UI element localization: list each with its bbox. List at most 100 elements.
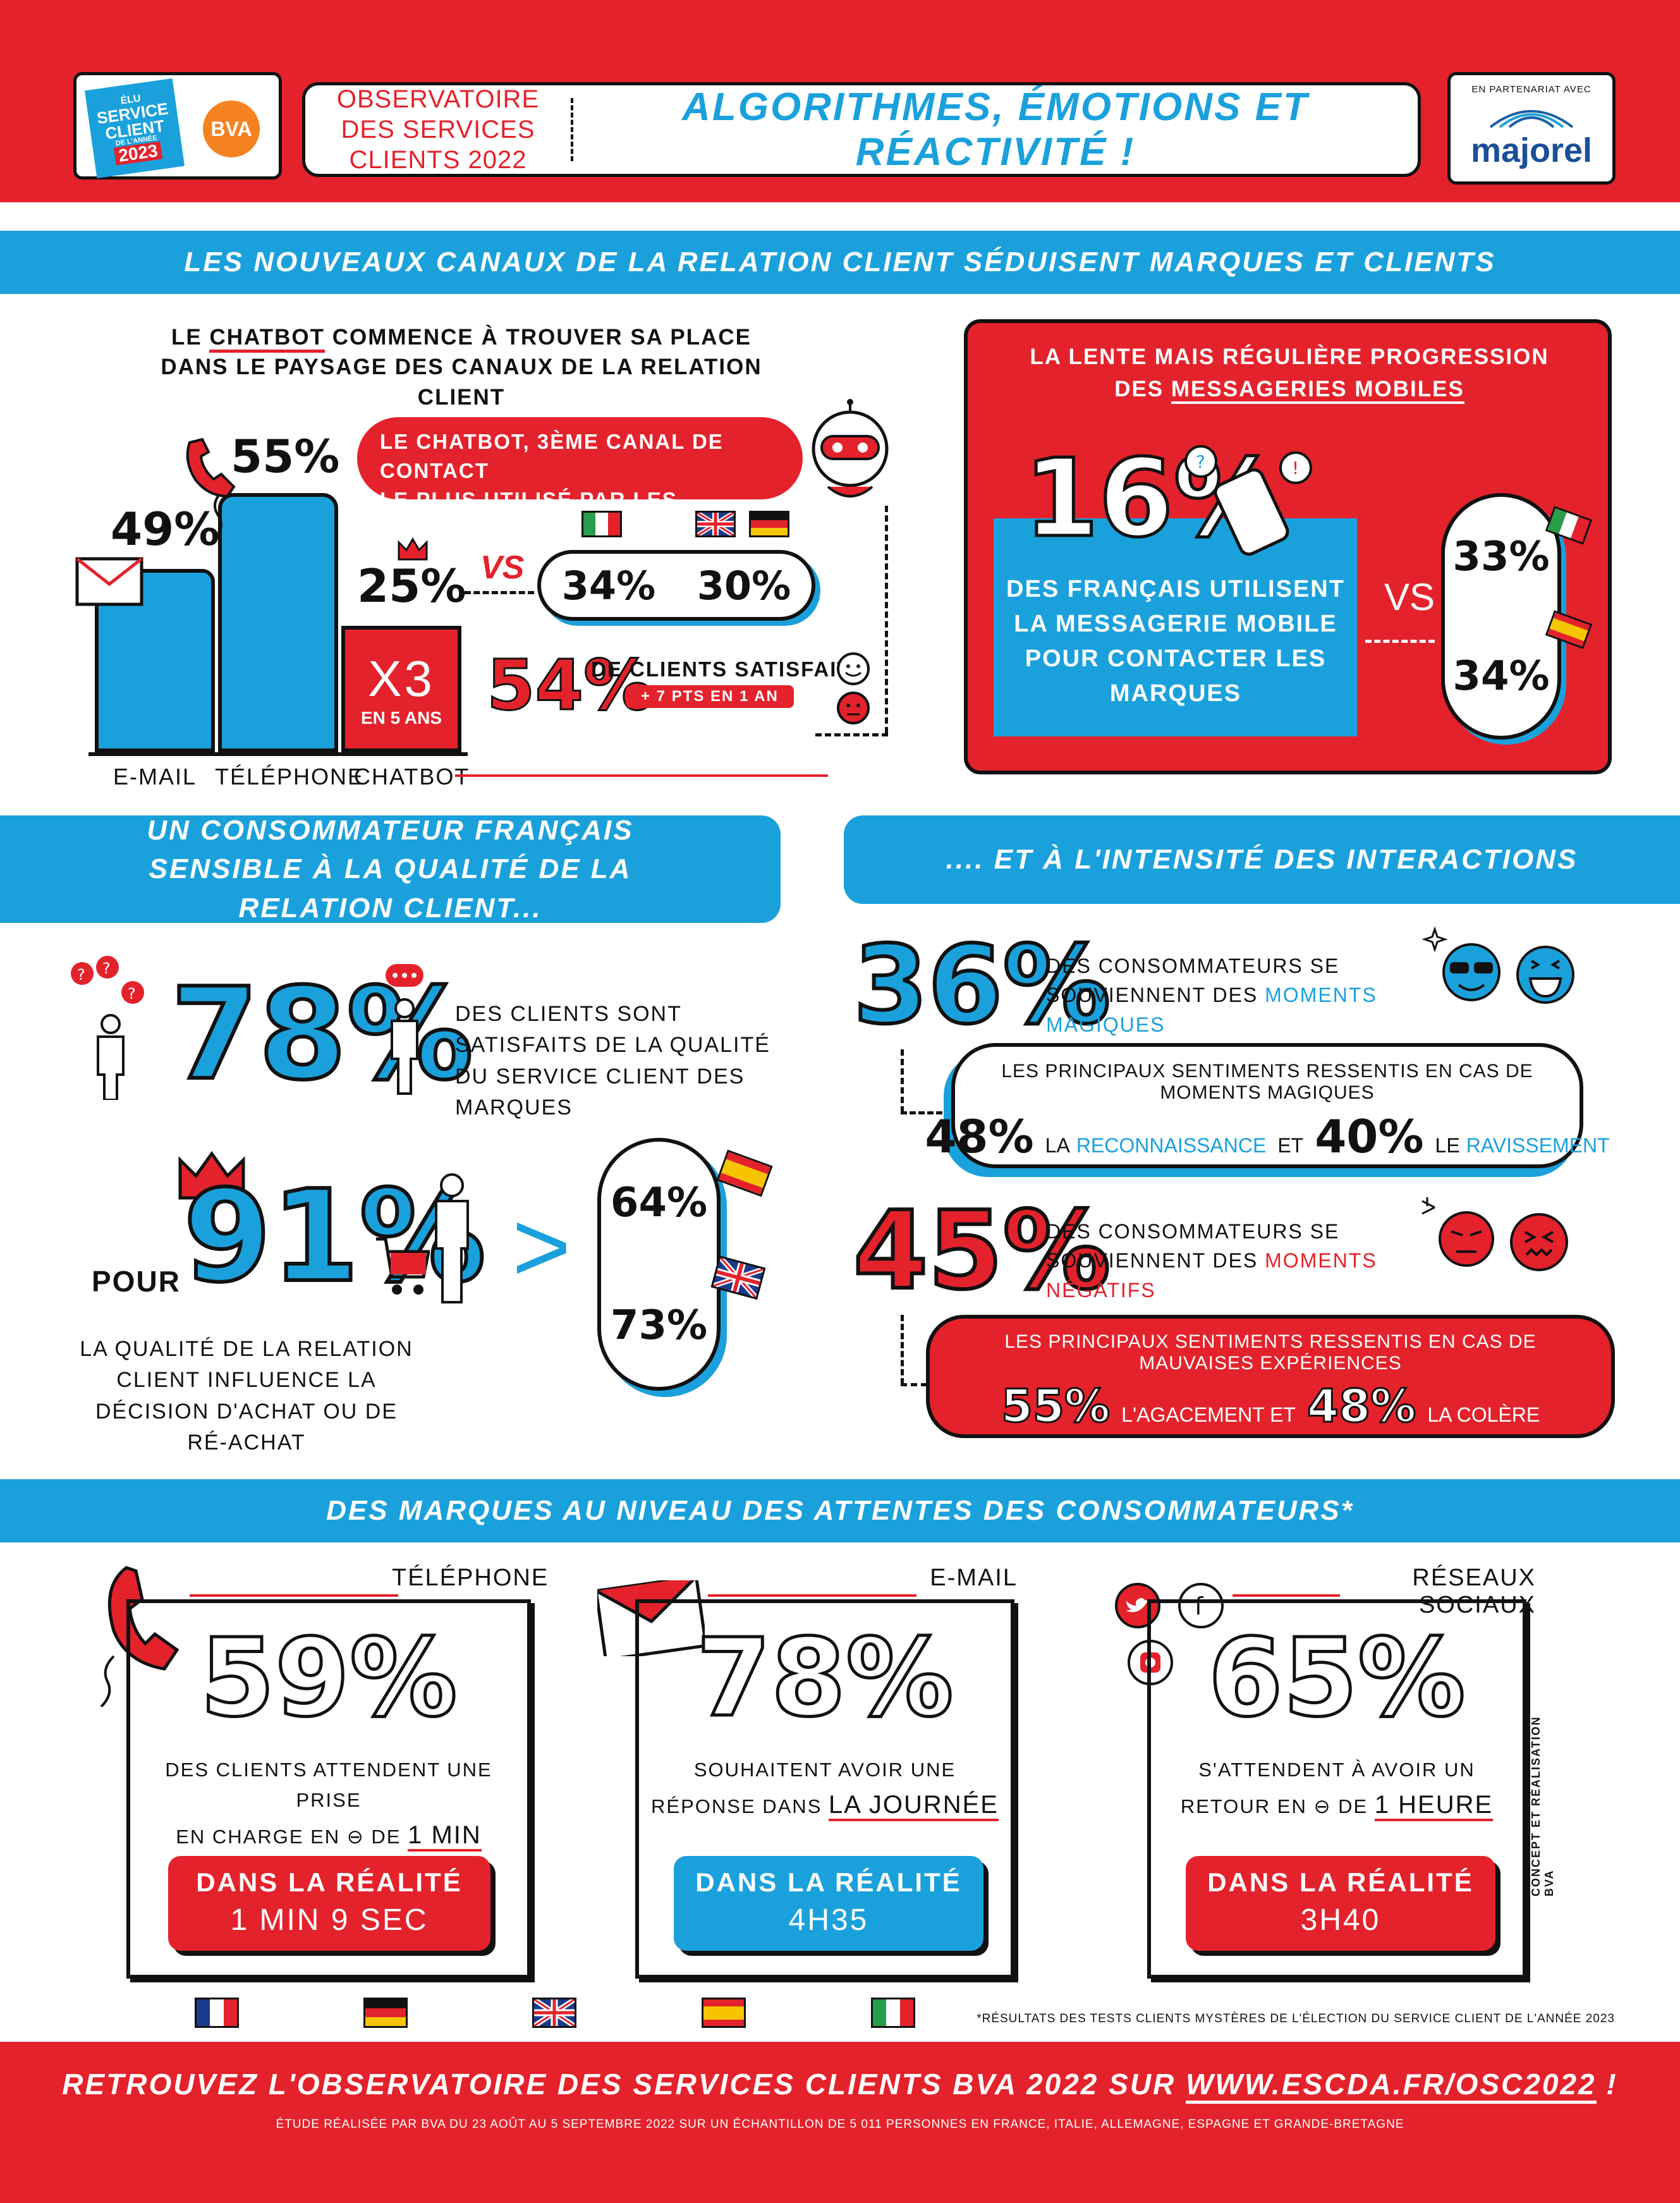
card-text: SOUHAITENT AVOIR UNE RÉPONSE DANS LA JOU… bbox=[639, 1755, 1011, 1824]
messaging-title-2: DES MESSAGERIES MOBILES bbox=[1011, 374, 1567, 406]
card-reality-title: DANS LA RÉALITÉ bbox=[695, 1867, 962, 1897]
svg-text:?: ? bbox=[1196, 451, 1205, 472]
messaging-title: LA LENTE MAIS RÉGULIÈRE PROGRESSION DES … bbox=[1011, 341, 1567, 406]
envelope-icon bbox=[597, 1580, 705, 1656]
negative-f1-text: L'AGACEMENT ET bbox=[1121, 1403, 1296, 1426]
title-box: OBSERVATOIRE DES SERVICES CLIENTS 2022 A… bbox=[302, 82, 1421, 177]
card-telephone: 59% DES CLIENTS ATTENDENT UNE PRISE EN C… bbox=[126, 1599, 531, 1979]
pour-label: POUR bbox=[92, 1265, 181, 1298]
magic-value: 36% bbox=[851, 921, 1112, 1050]
card-text-1: DES CLIENTS ATTENDENT UNE PRISE bbox=[165, 1759, 492, 1812]
card-reality-box: DANS LA RÉALITÉ 4H35 bbox=[674, 1856, 983, 1951]
bar-axis bbox=[88, 752, 468, 756]
messaging-vs-dash bbox=[1365, 640, 1435, 643]
person-icon: ??? bbox=[71, 956, 144, 1100]
compare-italy-value: 34% bbox=[561, 562, 656, 609]
observatoire-label: OBSERVATOIRE DES SERVICES CLIENTS 2022 bbox=[336, 85, 540, 174]
svg-text:!: ! bbox=[1292, 458, 1299, 479]
person-icon bbox=[435, 1173, 469, 1303]
negative-text-pre: DES CONSOMMATEURS SE SOUVIENNENT DES bbox=[1046, 1220, 1340, 1272]
flag-germany-icon bbox=[363, 1998, 408, 2028]
footer-cta-post: ! bbox=[1606, 2068, 1618, 2101]
negative-feelings-box: LES PRINCIPAUX SENTIMENTS RESSENTIS EN C… bbox=[926, 1315, 1615, 1438]
card-email: 78% SOUHAITENT AVOIR UNE RÉPONSE DANS LA… bbox=[635, 1599, 1014, 1979]
card-text: S'ATTENDENT À AVOIR UN RETOUR EN ⊖ DE 1 … bbox=[1151, 1755, 1523, 1824]
angry-emoji-icon bbox=[1421, 1197, 1494, 1267]
card-text-2-mid: DE bbox=[371, 1826, 401, 1848]
card-channel-line bbox=[190, 1594, 398, 1597]
magic-f2-value: 40% bbox=[1315, 1110, 1424, 1163]
partner-label: EN PARTENARIAT AVEC bbox=[1471, 84, 1592, 95]
card-channel-label: RÉSEAUX SOCIAUX bbox=[1412, 1565, 1536, 1618]
chatbot-intro-pre: LE bbox=[171, 325, 202, 350]
flag-germany-icon bbox=[749, 511, 789, 537]
card-social: 65% S'ATTENDENT À AVOIR UN RETOUR EN ⊖ D… bbox=[1147, 1599, 1526, 1979]
bar-value-telephone: 55% bbox=[231, 430, 340, 483]
crown-icon bbox=[398, 537, 428, 561]
messaging-title-2-pre: DES bbox=[1114, 376, 1164, 401]
bar-label-telephone: TÉLÉPHONE bbox=[215, 764, 365, 790]
influence-spain-value: 64% bbox=[610, 1180, 708, 1226]
magic-f1-pre: LA bbox=[1045, 1134, 1070, 1157]
cart-icon bbox=[376, 1237, 430, 1295]
compare-germany-value: 30% bbox=[697, 562, 791, 609]
magic-connector bbox=[901, 1049, 904, 1113]
bva-logo: BVA bbox=[203, 101, 260, 157]
card-value: 59% bbox=[198, 1614, 459, 1743]
section2-band-right: .... ET À L'INTENSITÉ DES INTERACTIONS bbox=[844, 815, 1680, 904]
card-reality-value: 3H40 bbox=[1300, 1903, 1381, 1937]
flag-france-icon bbox=[195, 1998, 239, 2028]
footer-cta: RETROUVEZ L'OBSERVATOIRE DES SERVICES CL… bbox=[0, 2067, 1680, 2104]
messaging-bluebox bbox=[994, 518, 1357, 736]
bva-logo-text: BVA bbox=[210, 117, 252, 140]
magic-feelings-title: LES PRINCIPAUX SENTIMENTS RESSENTIS EN C… bbox=[1001, 1061, 1533, 1103]
title-divider bbox=[571, 98, 573, 161]
satisfied-78-text: DES CLIENTS SONT SATISFAITS DE LA QUALIT… bbox=[455, 1002, 770, 1120]
card-reality-box: DANS LA RÉALITÉ 1 MIN 9 SEC bbox=[168, 1856, 490, 1951]
partner-logo: majorel bbox=[1470, 131, 1593, 169]
messaging-title-1: LA LENTE MAIS RÉGULIÈRE PROGRESSION bbox=[1030, 345, 1549, 369]
card-reality-value: 4H35 bbox=[788, 1903, 869, 1937]
footer-cta-link[interactable]: WWW.ESCDA.FR/OSC2022 bbox=[1186, 2068, 1597, 2104]
satisfied-sub: + 7 PTS EN 1 AN bbox=[626, 685, 794, 708]
magic-text-pre: DES CONSOMMATEURS SE SOUVIENNENT DES bbox=[1046, 955, 1340, 1007]
card-text-2-pre: RÉPONSE DANS bbox=[651, 1795, 822, 1818]
credit-label: CONCEPT ET RÉALISATION BVA bbox=[1530, 1716, 1555, 1896]
vs-label: VS bbox=[480, 549, 525, 586]
magic-f1-value: 48% bbox=[925, 1110, 1034, 1163]
magic-connector bbox=[901, 1111, 951, 1114]
chatbot-intro-rest: COMMENCE À TROUVER SA PLACE DANS LE PAYS… bbox=[161, 325, 762, 410]
magic-text: DES CONSOMMATEURS SE SOUVIENNENT DES MOM… bbox=[1046, 951, 1438, 1039]
flag-uk-icon bbox=[532, 1998, 576, 2028]
magic-feelings-row: 48% LA RECONNAISSANCE ET 40% LE RAVISSEM… bbox=[925, 1110, 1609, 1163]
negative-text-word: MOMENTS NÉGATIFS bbox=[1046, 1249, 1377, 1302]
negative-f1-value: 55% bbox=[1000, 1379, 1111, 1434]
person-icon bbox=[386, 964, 423, 1095]
card-text-1: S'ATTENDENT À AVOIR UN bbox=[1198, 1759, 1475, 1781]
card-text-2-word: 1 HEURE bbox=[1374, 1791, 1494, 1822]
escda-badge: ÉLU SERVICE CLIENT DE L'ANNÉE 2023 bbox=[84, 78, 185, 179]
crown-icon bbox=[178, 1150, 245, 1200]
magic-feelings-box: LES PRINCIPAUX SENTIMENTS RESSENTIS EN C… bbox=[925, 1043, 1610, 1168]
footer-study: ÉTUDE RÉALISÉE PAR BVA DU 23 AOÛT AU 5 S… bbox=[276, 2118, 1404, 2131]
bar-label-email: E-MAIL bbox=[113, 764, 197, 790]
dashed-connector bbox=[885, 506, 888, 733]
chatbot-bubble: LE CHATBOT, 3ÈME CANAL DE CONTACT LE PLU… bbox=[357, 417, 803, 541]
card-text-1: SOUHAITENT AVOIR UNE bbox=[693, 1759, 956, 1781]
chatbot-x3-sub: EN 5 ANS bbox=[360, 708, 442, 728]
satisfied-value: 54% bbox=[485, 644, 654, 727]
flag-italy-icon bbox=[581, 511, 622, 537]
bar-value-email: 49% bbox=[111, 503, 220, 556]
magic-f1-word: RECONNAISSANCE bbox=[1076, 1134, 1267, 1157]
magic-f2-word: RAVISSEMENT bbox=[1466, 1134, 1610, 1157]
footnote: *RÉSULTATS DES TESTS CLIENTS MYSTÈRES DE… bbox=[977, 2012, 1615, 2025]
influence-uk-value: 73% bbox=[610, 1302, 708, 1349]
partner-box: EN PARTENARIAT AVEC majorel bbox=[1447, 72, 1616, 185]
card-value: 78% bbox=[695, 1614, 955, 1743]
messaging-title-2-word: MESSAGERIES MOBILES bbox=[1171, 376, 1464, 404]
negative-feelings-title: LES PRINCIPAUX SENTIMENTS RESSENTIS EN C… bbox=[1004, 1331, 1537, 1374]
influence-pill: 64% 73% bbox=[597, 1138, 721, 1391]
bar-chatbot: X3 EN 5 ANS bbox=[341, 626, 461, 752]
flag-spain-icon bbox=[716, 1149, 773, 1197]
satisfied-78-value: 78% bbox=[169, 959, 475, 1110]
